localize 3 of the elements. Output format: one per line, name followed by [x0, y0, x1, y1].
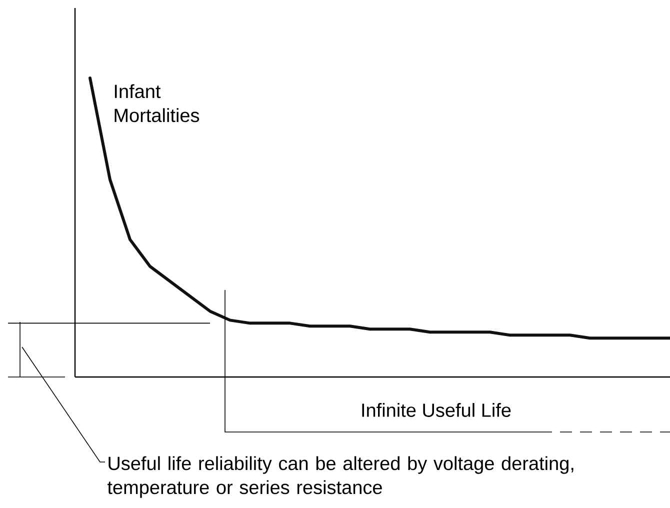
- text: Useful life reliability can be altered by voltage derating, temperature or series resistance: [107, 456, 574, 498]
- annotation: Infant Mortalities: [114, 84, 200, 122]
- text: Infinite Useful Life: [362, 403, 511, 417]
